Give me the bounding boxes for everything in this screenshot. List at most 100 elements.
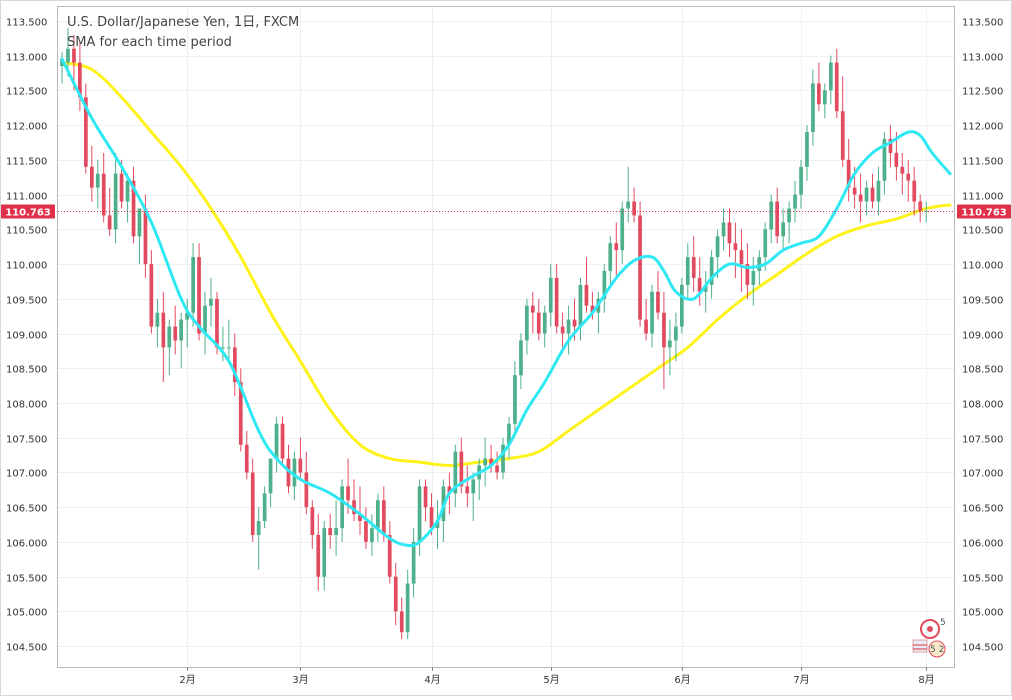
candle [614,222,619,278]
candle [131,166,136,244]
candle-body [417,486,422,542]
x-tick-label: 5月 [543,674,559,686]
x-tick-label: 6月 [674,674,690,686]
candle-body [292,458,297,487]
candle-body [387,535,392,577]
candle-body [447,486,452,494]
y-tick-label-left: 108.000 [6,400,47,411]
candle-body [256,521,261,535]
candle [602,264,607,313]
candle-body [757,257,762,271]
candle-body [799,166,803,195]
candle-body [352,500,356,515]
candle [191,243,195,327]
candle [340,479,344,542]
candle [209,277,213,327]
candle [870,173,875,209]
candle-body [638,215,642,320]
candle-body [900,166,905,174]
candle [233,333,237,397]
candle [656,271,660,320]
y-tick-label-right: 105.000 [962,608,1003,619]
candle [161,291,166,383]
y-tick-label-left: 105.500 [6,574,47,585]
candle-body [572,319,577,327]
candle [274,416,279,473]
price-tag-right [957,204,1011,219]
candle-body [787,208,791,223]
y-tick-label-left: 108.500 [6,365,47,376]
candle [519,333,523,390]
candle-body [495,465,499,473]
candle-body [918,201,923,211]
candle-body [870,187,875,202]
candle [310,500,315,549]
candle-body [185,312,189,320]
candle-body [119,173,124,202]
candle [137,208,142,265]
y-tick-label-right: 111.500 [962,157,1003,168]
candle-body [459,451,464,487]
candle-body [411,541,416,584]
candle-body [614,243,619,251]
candle [608,236,613,285]
candle-body [238,382,243,445]
candle [811,69,815,146]
candle [715,229,720,278]
candle-body [733,243,738,251]
candle-body [316,535,321,577]
candle [912,166,917,216]
candle [829,55,833,105]
candle-body [125,180,130,202]
candle-body [179,319,183,341]
candle [399,597,404,640]
candle-body [233,347,237,383]
candle [298,437,303,480]
candle [125,173,130,223]
candle-body [250,472,255,535]
y-tick-label-left: 113.000 [6,53,47,64]
candle-body [191,257,195,313]
candle-body [912,180,917,202]
candle [256,507,261,570]
candle-body [137,208,142,237]
candle-body [328,528,332,535]
y-tick-label-right: 107.500 [962,435,1003,446]
candle-body [364,521,368,542]
candle [632,187,636,223]
y-tick-label-right: 112.500 [962,87,1003,98]
candle [227,319,231,362]
x-axis: 2月 3月 4月 5月 6月 7月 8月 [179,667,935,686]
candle-body [155,312,160,327]
y-tick-label-right: 104.500 [962,643,1003,654]
candle-body [536,312,541,334]
y-tick-label-right: 113.000 [962,53,1003,64]
candle [155,298,160,348]
candle-body [906,173,911,181]
y-tick-label-left: 105.000 [6,608,47,619]
candle [316,514,321,591]
candle [495,451,499,480]
candle-body [334,528,338,535]
candle-body [107,215,112,230]
candle-body [215,298,219,348]
y-tick-label-right: 113.500 [962,18,1003,29]
candle [90,145,94,202]
candle [727,208,732,258]
x-tick-label: 4月 [424,674,440,686]
candle-body [66,48,70,63]
candle-body [268,458,273,494]
candle-body [608,243,613,271]
candle [799,159,803,209]
candle [167,319,172,376]
candle-body [769,201,774,230]
candle-body [149,264,154,327]
candle [566,305,571,355]
candle [536,298,541,341]
candle-body [507,423,511,445]
candle-body [227,347,231,349]
chart-subtitle: SMA for each time period [67,35,232,50]
candle [513,361,517,431]
y-tick-label-left: 111.000 [6,192,47,203]
